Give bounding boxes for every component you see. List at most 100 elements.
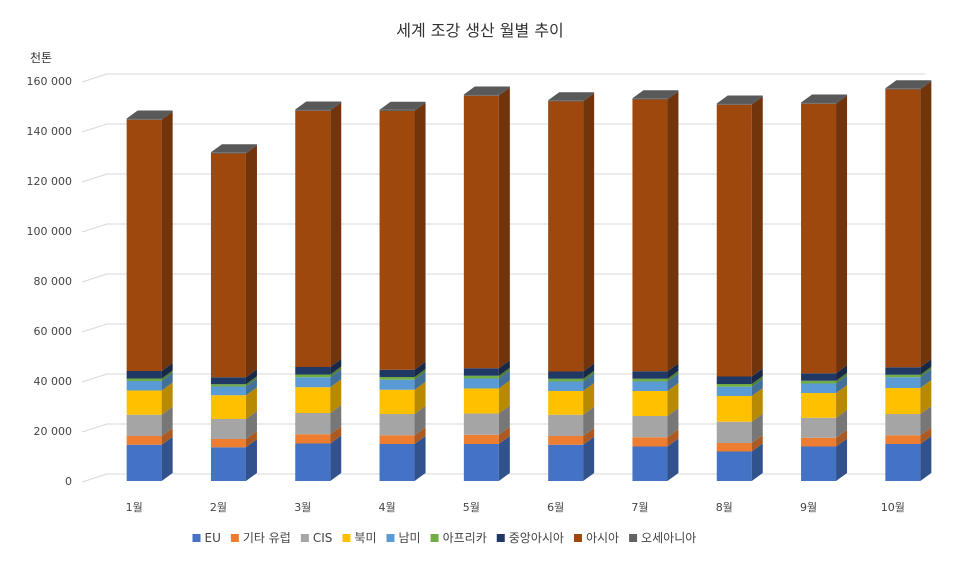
y-tick-label: 0 [65,475,72,488]
bar-side [414,369,426,380]
bar-front [126,390,162,415]
bar-segment [716,95,763,105]
bar-side [751,95,763,105]
bar-front [885,444,921,481]
bar-segment [295,379,342,413]
bar-front [379,111,415,370]
bar-front [716,451,752,481]
bar-front [716,104,752,377]
bar-front [801,373,837,381]
bar-front [210,153,246,378]
bar-side [330,435,342,481]
bar-stack [716,95,763,481]
bar-side [498,436,510,481]
bar-segment [295,101,342,111]
bar-front [126,414,162,436]
legend-item: 아프리카 [430,531,487,545]
bar-front [379,109,415,111]
bar-side [330,359,342,375]
bar-segment [632,408,679,438]
bar-front [463,434,499,444]
bar-stack [295,101,342,481]
bar-segment [716,388,763,422]
legend-item: EU [192,531,221,545]
bar-side [161,110,173,120]
bar-front [379,379,415,390]
bar-segment [379,436,426,481]
bar-front [379,369,415,377]
bar-segment [295,426,342,444]
bar-segment [126,406,173,436]
bar-segment [801,365,848,381]
bar-segment [801,385,848,418]
bar-segment [632,90,679,100]
bar-side [330,426,342,444]
gridline-diag [81,373,108,383]
bar-segment [885,436,932,481]
bar-side [414,427,426,444]
bar-front [632,437,668,447]
bar-side [161,111,173,371]
bar-segment [801,409,848,438]
bar-top [295,101,342,110]
bar-side [161,436,173,481]
bar-segment [463,370,510,389]
bar-side [667,438,679,481]
gridline-diag [81,423,108,433]
x-tick-label: 3월 [294,501,311,514]
bar-segment [210,145,257,378]
bar-segment [885,366,932,378]
bar-top [210,144,257,153]
bar-side [667,90,679,100]
legend-item: 아시아 [573,531,619,545]
bar-segment [801,372,848,384]
bar-side [583,363,595,379]
bar-segment [548,370,595,382]
bar-stack [548,92,595,481]
bar-segment [548,373,595,391]
bar-segment [126,436,173,481]
legend-item: 남미 [386,531,421,545]
bar-front [801,102,837,104]
x-tick-label: 8월 [716,501,733,514]
bar-front [463,378,499,389]
bar-side [498,87,510,369]
bar-front [632,391,668,416]
y-tick-label: 60 000 [34,325,73,338]
bar-side [920,81,932,368]
bar-stack [632,90,679,481]
bar-side [836,375,848,393]
bar-front [716,396,752,422]
bar-side [920,427,932,444]
bar-front [716,384,752,387]
bar-front [210,386,246,396]
bar-front [885,388,921,414]
bar-segment [632,383,679,416]
bar-side [498,380,510,414]
bar-segment [463,436,510,481]
bar-side [583,428,595,445]
y-tick-label: 40 000 [34,375,73,388]
bar-segment [548,383,595,415]
bar-front [463,444,499,481]
bar-side [414,103,426,370]
bar-segment [126,111,173,371]
legend-swatch [629,534,638,542]
bar-side [920,406,932,436]
x-tick-label: 9월 [800,501,817,514]
bar-side [751,443,763,481]
bar-side [161,428,173,445]
bar-front [632,98,668,100]
bar-front [463,388,499,414]
legend-item: CIS [300,531,332,545]
bar-top [885,80,932,89]
bar-segment [885,380,932,414]
bar-side [583,406,595,436]
bar-front [885,367,921,375]
bar-front [126,381,162,391]
bar-segment [463,86,510,96]
bar-segment [210,411,257,439]
bar-front [126,119,162,371]
